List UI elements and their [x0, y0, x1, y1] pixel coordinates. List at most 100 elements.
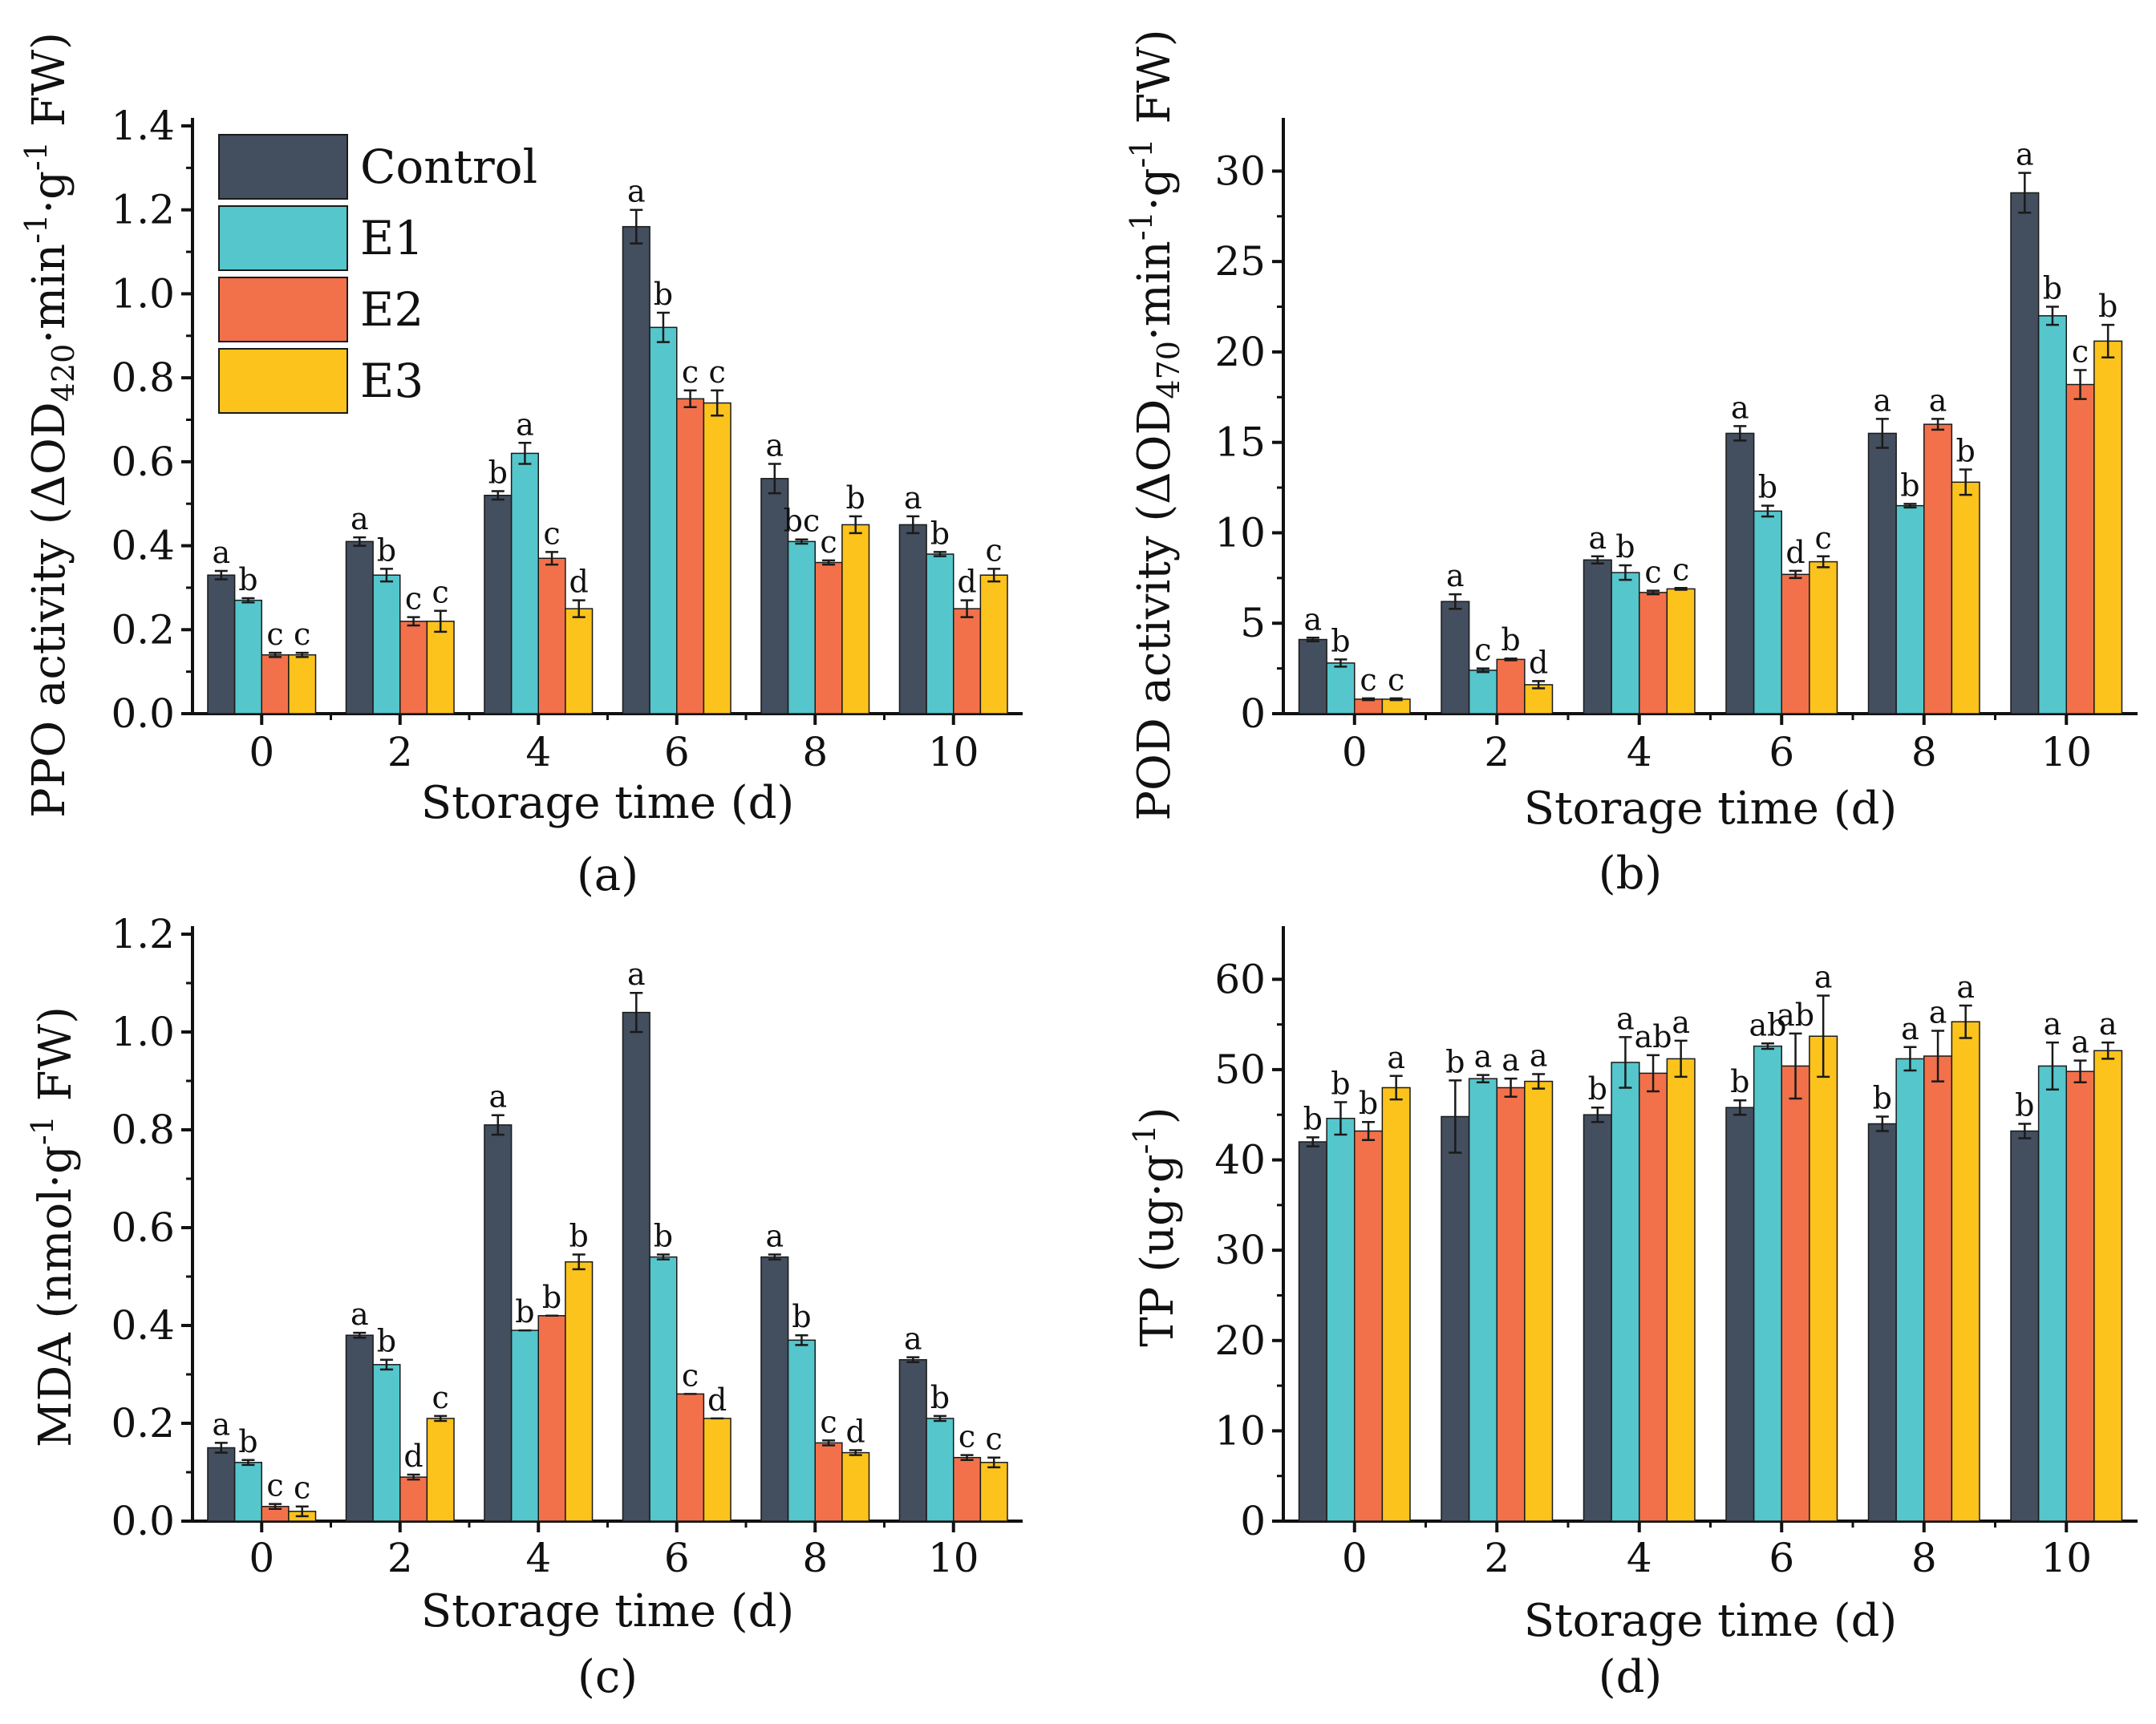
significance-label: b [1331, 1066, 1350, 1101]
x-tick-label: 2 [387, 729, 413, 775]
bar-e1-day-2 [1468, 1078, 1497, 1522]
legend-label-e2: E2 [360, 282, 424, 337]
y-title-superscript: -1 [1124, 211, 1159, 241]
significance-label: a [1929, 382, 1947, 418]
x-tick-label: 0 [1342, 729, 1368, 775]
bar-control-day-0 [207, 574, 236, 714]
legend-label-e1: E1 [360, 211, 424, 265]
bar-e2-day-2 [1496, 1087, 1526, 1522]
y-title-superscript: -1 [18, 141, 54, 171]
bar-e3-day-2 [426, 1418, 455, 1522]
panel-label: (b) [1599, 848, 1663, 900]
significance-label: c [986, 1422, 1003, 1457]
bar-e1-day-4 [1611, 572, 1640, 714]
x-tick-label: 4 [525, 729, 551, 775]
x-tick-label: 8 [1911, 1535, 1937, 1581]
y-tick-label: 25 [1214, 238, 1266, 285]
bar-control-day-6 [622, 1011, 650, 1522]
bar-control-day-2 [345, 1334, 374, 1522]
legend-swatch-e2 [218, 277, 348, 342]
significance-label: b [377, 1324, 396, 1359]
significance-label: c [1672, 552, 1689, 587]
y-tick-label: 1.0 [111, 1009, 175, 1055]
y-tick-label: 0 [1240, 690, 1266, 737]
significance-label: c [405, 581, 422, 617]
bar-control-day-2 [1441, 601, 1470, 714]
significance-label: c [2072, 334, 2089, 369]
x-axis-title: Storage time (d) [1524, 783, 1898, 835]
bar-e2-day-8 [1923, 1055, 1953, 1522]
significance-label: c [1360, 662, 1376, 698]
significance-label: a [2099, 1006, 2118, 1042]
x-tick-label: 0 [1342, 1535, 1368, 1581]
significance-label: a [1387, 1040, 1405, 1075]
significance-label: d [846, 1414, 865, 1450]
bar-e2-day-8 [814, 1442, 843, 1522]
bar-e3-day-8 [841, 1451, 870, 1522]
x-tick-label: 6 [664, 1535, 690, 1581]
significance-label: a [516, 407, 534, 442]
significance-label: a [1901, 1011, 1919, 1046]
bar-control-day-8 [760, 1256, 789, 1522]
y-title-end: FW) [1129, 29, 1181, 138]
significance-label: a [1874, 382, 1892, 418]
panel-label: (d) [1599, 1651, 1663, 1703]
significance-label: c [432, 575, 449, 610]
significance-label: a [351, 1297, 369, 1332]
significance-label: b [1331, 623, 1350, 658]
x-tick-label: 6 [1769, 1535, 1794, 1581]
significance-label: b [1303, 1101, 1323, 1136]
significance-label: b [2015, 1087, 2034, 1123]
bar-e3-day-10 [2093, 1050, 2123, 1522]
y-title-superscript: -1 [1124, 138, 1159, 168]
significance-label: b [238, 1424, 257, 1459]
significance-label: d [957, 565, 976, 600]
bar-control-day-4 [484, 494, 513, 714]
bar-e3-day-6 [1809, 561, 1838, 714]
significance-label: b [2043, 271, 2062, 306]
significance-label: b [654, 1219, 673, 1254]
significance-label: d [1785, 535, 1805, 570]
x-tick-label: 6 [664, 729, 690, 775]
bar-e3-day-8 [1951, 481, 1980, 714]
significance-label: b [930, 1380, 950, 1415]
significance-label: b [1501, 622, 1520, 658]
bar-e3-day-4 [565, 608, 594, 714]
significance-label: a [1672, 1005, 1690, 1040]
x-tick-label: 10 [2040, 1535, 2092, 1581]
y-tick-label: 10 [1214, 1407, 1266, 1454]
y-title-part: ·g [23, 171, 75, 214]
panel-label: (a) [577, 849, 638, 901]
significance-label: a [1589, 520, 1607, 556]
bar-e1-day-2 [372, 1364, 401, 1522]
bar-e3-day-4 [1666, 588, 1696, 714]
bar-e3-day-2 [1524, 1080, 1554, 1522]
significance-label: a [1474, 1039, 1493, 1074]
bar-e1-day-0 [233, 599, 262, 714]
y-title-part: ·min [1129, 241, 1181, 341]
bar-e2-day-4 [1639, 1072, 1668, 1522]
x-tick-label: 4 [1627, 1535, 1652, 1581]
y-tick-label: 30 [1214, 1227, 1266, 1273]
x-axis-title: Storage time (d) [1524, 1595, 1898, 1647]
bar-control-day-4 [1583, 559, 1612, 714]
bar-control-day-0 [1298, 1141, 1327, 1522]
bar-e3-day-10 [979, 574, 1008, 714]
significance-label: b [1900, 467, 1919, 503]
bar-control-day-10 [898, 1358, 927, 1522]
significance-label: b [515, 1294, 534, 1329]
y-tick-label: 0.2 [111, 606, 175, 653]
bar-e1-day-8 [787, 540, 816, 714]
significance-label: b [542, 1280, 561, 1315]
bar-e3-day-0 [288, 654, 317, 714]
y-tick-label: 0.6 [111, 1204, 175, 1251]
legend-swatch-e3 [218, 348, 348, 414]
bar-e3-day-8 [1951, 1021, 1980, 1522]
bar-e1-day-8 [1895, 504, 1925, 714]
y-tick-label: 0 [1240, 1498, 1266, 1544]
bar-e1-day-10 [926, 553, 954, 714]
legend: Control E1 E2 E3 [218, 134, 537, 414]
bar-e1-day-2 [372, 574, 401, 714]
significance-label: a [627, 174, 646, 209]
